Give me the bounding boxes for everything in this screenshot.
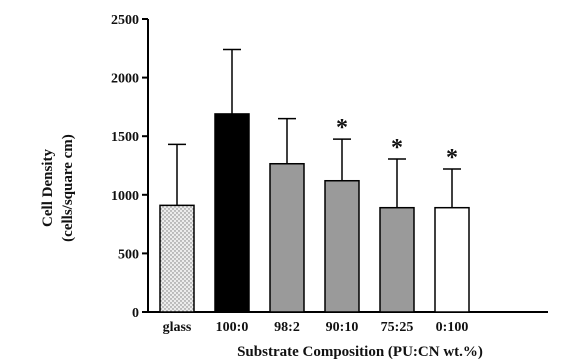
significance-star: * <box>446 145 458 171</box>
x-tick-label: 75:25 <box>381 320 414 335</box>
bar-90:10 <box>324 179 360 313</box>
x-tick-label: 90:10 <box>326 320 359 335</box>
x-tick-label: 98:2 <box>274 320 300 335</box>
significance-star: * <box>336 115 348 141</box>
y-tick-label: 2000 <box>111 72 139 87</box>
y-axis-title-line: (cells/square cm) <box>60 134 76 242</box>
bar-98:2 <box>269 162 305 313</box>
significance-star: * <box>391 135 403 161</box>
bar-0:100 <box>434 206 470 313</box>
y-tick-label: 0 <box>132 306 139 321</box>
y-tick-label: 1000 <box>111 189 139 204</box>
y-axis-title-line: Cell Density <box>40 149 56 227</box>
bar-glass <box>159 204 195 313</box>
y-tick-label: 1500 <box>111 130 139 145</box>
plot-area: 0 500 1000 1500 2000 2500 glass 100:0 98:2 90:10 *… <box>111 13 548 335</box>
bar-100:0 <box>214 113 250 313</box>
y-tick-label: 500 <box>118 247 139 262</box>
y-axis-title: Cell Density (cells/square cm) <box>40 134 76 242</box>
x-tick-label: 0:100 <box>436 320 469 335</box>
x-axis-title: Substrate Composition (PU:CN wt.%) <box>237 344 483 360</box>
x-tick-label: glass <box>163 320 192 335</box>
x-tick-label: 100:0 <box>216 320 249 335</box>
y-tick-label: 2500 <box>111 13 139 28</box>
bar-75:25 <box>379 206 415 313</box>
